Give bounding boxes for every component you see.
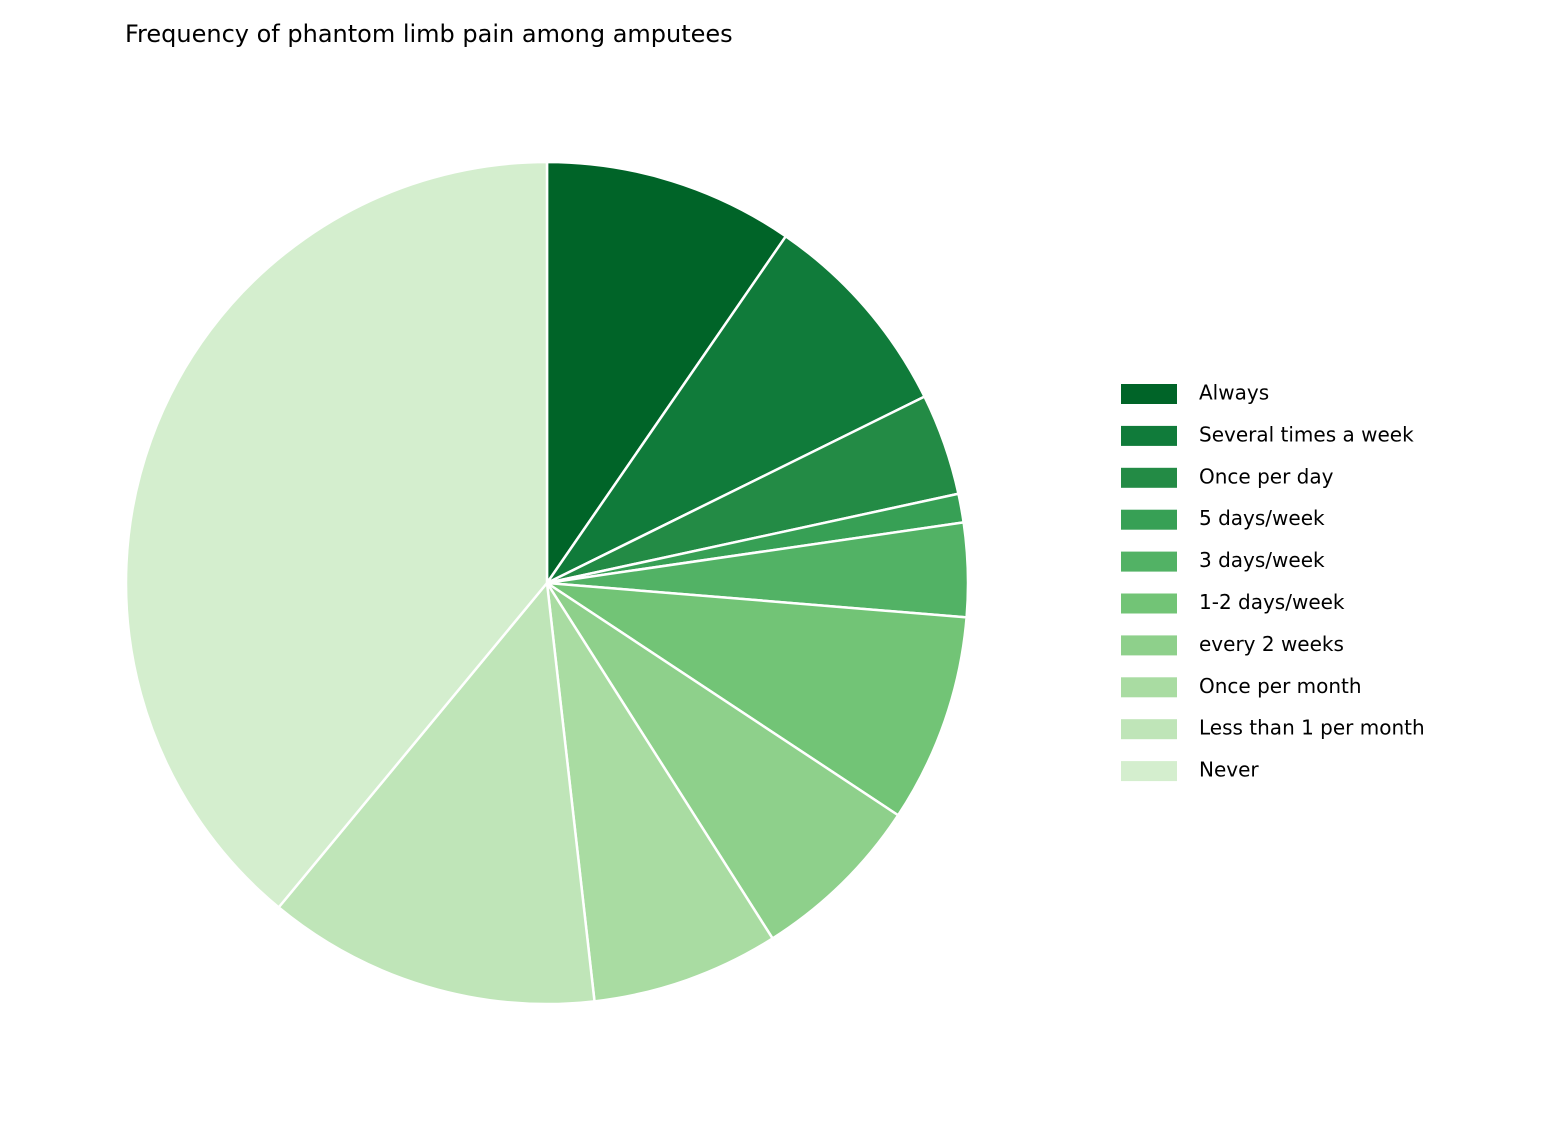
legend-label: every 2 weeks	[1199, 632, 1344, 656]
legend-label: Always	[1199, 381, 1269, 405]
pie-slice	[545, 581, 774, 1003]
legend-swatch	[1121, 551, 1177, 572]
legend-label: Never	[1199, 758, 1259, 782]
pie-slice	[545, 581, 900, 940]
legend-swatch	[1121, 509, 1177, 530]
legend-swatch	[1121, 677, 1177, 698]
chart-title: Frequency of phantom limb pain among amp…	[125, 20, 733, 48]
legend-swatch	[1121, 719, 1177, 740]
pie-slice	[277, 581, 596, 1006]
legend-swatch	[1121, 635, 1177, 656]
legend-swatch	[1121, 384, 1177, 404]
pie-slice	[545, 235, 926, 585]
legend-swatch	[1121, 467, 1177, 488]
pie-slice	[124, 160, 549, 909]
legend-swatch	[1121, 425, 1177, 446]
legend-label: Once per month	[1199, 674, 1362, 698]
legend-label: Once per day	[1199, 464, 1334, 488]
legend-label: Several times a week	[1199, 422, 1414, 446]
legend-label: Less than 1 per month	[1199, 716, 1425, 740]
legend-swatch	[1121, 761, 1177, 782]
legend-label: 5 days/week	[1199, 506, 1325, 530]
legend-label: 3 days/week	[1199, 548, 1325, 572]
legend-swatch	[1121, 593, 1177, 614]
legend-label: 1-2 days/week	[1199, 590, 1345, 614]
pie-slice	[545, 160, 788, 585]
pie-slice	[545, 581, 968, 817]
